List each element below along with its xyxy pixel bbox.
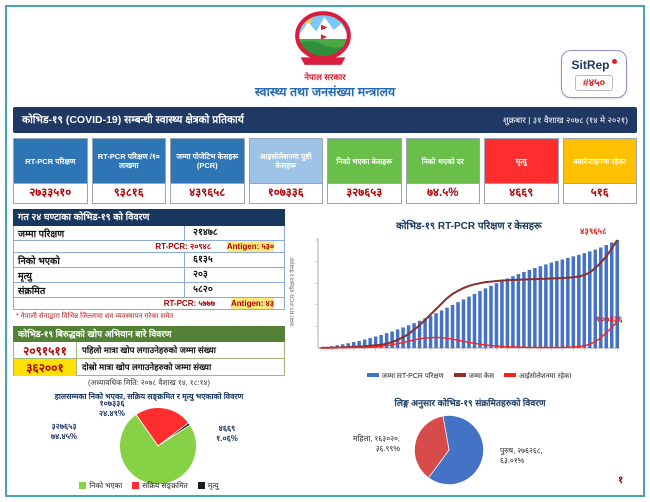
row-deaths: मृत्यु २०३ (13, 268, 285, 283)
darkred-line-swatch-icon (453, 373, 466, 377)
second-dose-value: ३६२००१ (14, 358, 76, 376)
legend-item-recovered: निको भएका (79, 481, 122, 491)
row-label: संक्रमित (18, 285, 46, 297)
row-value: २०३ (184, 268, 284, 282)
ministry-name: स्वास्थ्य तथा जनसंख्या मन्त्रालय (0, 83, 650, 100)
second-dose-label: दोस्रो मात्रा खोप लगाउनेहरुको जम्मा संख्… (76, 359, 284, 375)
stat-card-recovery-rate: निको भएको दर ७४.५% (405, 138, 480, 204)
row-value: ६१३५ (184, 253, 284, 267)
blue-line-swatch-icon (366, 373, 379, 377)
tests-rtpcr: RT-PCR: २०९४८ (155, 242, 211, 251)
row-value: ५८२० (184, 283, 284, 297)
stat-card-value: ४३९६५८ (171, 183, 244, 203)
sitrep-number: #४५० (574, 74, 614, 91)
outcome-pie (118, 406, 198, 486)
outcome-callout-recovered: ३२७६५३ ७४.४५% (51, 422, 77, 441)
stat-card-recovered: निको भएका केसहरू ३२७६५३ (327, 138, 402, 204)
outcome-legend: निको भएका सक्रिय सङ्क्रमित मृत्यु (13, 481, 285, 491)
report-title-bar: कोभिड-१९ (COVID-19) सम्बन्धी स्वास्थ्य क… (13, 107, 637, 133)
gender-pie-title: लिङ्ग अनुसार कोभिड-१९ संक्रमितहरुको विवर… (394, 398, 546, 408)
stat-card-total-positive: जम्मा पोजेटिभ केसहरू (PCR) ४३९६५८ (170, 138, 245, 204)
row-recovered: निको भएको ६१३५ (13, 253, 285, 268)
red-swatch-icon (132, 482, 140, 489)
stat-card-label: जम्मा पोजेटिभ केसहरू (PCR) (171, 139, 244, 183)
row-label: जम्मा परिक्षण (18, 228, 65, 240)
stat-card-value: ४६६९ (485, 183, 558, 203)
tests-antigen: Antigen: ५३० (226, 241, 274, 252)
gender-label-female: महिला, १६३०२०, ३६.९९% (352, 434, 400, 453)
stat-card-tests-per-million: RT-PCR परिक्षण /१० लाखमा ९३८१६ (91, 138, 166, 204)
legend-item-tests: जम्मा RT-PCR परिक्षण (366, 372, 444, 381)
sitrep-label: SitRep (571, 58, 617, 72)
row-infected: संक्रमित ५८२० (13, 283, 285, 298)
row-value: २१४७८ (184, 226, 284, 240)
tests-cases-chart (302, 232, 638, 364)
daily-summary-panel: गत २४ घण्टाका कोभिड-१९ को विवरण जम्मा पर… (13, 209, 285, 388)
daily-summary-title: गत २४ घण्टाका कोभिड-१९ को विवरण (13, 209, 285, 226)
report-title: कोभिड-१९ (COVID-19) सम्बन्धी स्वास्थ्य क… (22, 114, 244, 126)
row-total-tests: जम्मा परिक्षण २१४७८ (13, 226, 285, 241)
ministry-name-text: स्वास्थ्य तथा जनसंख्या मन्त्रालय (254, 85, 396, 99)
stat-card-label: RT-PCR परिक्षण (14, 139, 87, 183)
vaccination-title: कोभिड-१९ बिरुद्धको खोप अभियान बारे विवरण (13, 326, 285, 342)
stat-card-label: निको भएका केसहरू (328, 139, 401, 183)
stat-card-quarantine: क्वारेन्टाइनमा रहेका ५१६ (562, 138, 637, 204)
legend-item-cases: जम्मा केस (453, 372, 494, 381)
stat-card-value: ५१६ (563, 183, 636, 203)
stat-card-isolation: आइसोलेशनमा पुष्टी केसहरू १०७३३६ (248, 138, 323, 204)
stat-cards-row: RT-PCR परिक्षण २७३३५१० RT-PCR परिक्षण /१… (13, 138, 637, 204)
outcome-callout-active: १०७३३६ २४.४९% (99, 399, 125, 418)
gender-pie (413, 414, 485, 486)
outcome-callout-deaths: ४६६९ १.०६% (216, 424, 238, 443)
vaccination-updated: (अध्यावधिक मिति: २०७८ वैशाख १४, १८:१४) (88, 378, 210, 387)
daily-footnote: * नेपाली सेनाद्वारा विभिन्न जिल्लामा शव … (16, 313, 174, 320)
stat-card-rtpcr-tests: RT-PCR परिक्षण २७३३५१० (13, 138, 88, 204)
sitrep-dot-icon (611, 58, 617, 64)
infected-antigen: Antigen: ४३ (231, 298, 274, 309)
tests-cases-chart-title: कोभिड-१९ RT-PCR परिक्षण र केसहरू (396, 221, 542, 232)
black-swatch-icon (197, 482, 205, 489)
second-dose-row: ३६२००१ दोस्रो मात्रा खोप लगाउनेहरुको जम्… (13, 358, 285, 376)
red-line-swatch-icon (503, 373, 516, 377)
row-label: मृत्यु (18, 270, 32, 282)
first-dose-row: २०९१५११ पहिलो मात्रा खोप लगाउनेहरुको जम्… (13, 342, 285, 359)
gender-label-male: पुरुष, २७६२६८, ६३.०१% (500, 446, 543, 465)
stat-card-label: आइसोलेशनमा पुष्टी केसहरू (249, 139, 322, 183)
sitrep-badge: SitRep #४५० (561, 50, 627, 98)
annotation-total-cases: ४३९६५८ (580, 226, 607, 236)
stat-card-label: निको भएको दर (406, 139, 479, 183)
row-tests-breakdown: RT-PCR: २०९४८ Antigen: ५३० (13, 241, 285, 253)
stat-card-value: ९३८१६ (92, 183, 165, 203)
stat-card-label: क्वारेन्टाइनमा रहेका (563, 139, 636, 183)
infected-rtpcr: RT-PCR: ५७७७ (163, 299, 216, 308)
green-swatch-icon (79, 482, 87, 489)
first-dose-label: पहिलो मात्रा खोप लगाउनेहरुको जम्मा संख्य… (76, 342, 284, 358)
chart-y-axis-label: जम्मा RT-PCR परिक्षण र केसहरू (290, 257, 296, 327)
stat-card-value: ७४.५% (406, 183, 479, 203)
government-name: नेपाल सरकार (304, 72, 346, 82)
tests-cases-chart-legend: जम्मा RT-PCR परिक्षण जम्मा केस आईसोलेशनम… (300, 372, 638, 381)
stat-card-deaths: मृत्यु ४६६९ (484, 138, 559, 204)
report-date: शुक्रबार | ३१ वैशाख २०७८ (१४ मे २०२१) (502, 114, 628, 125)
page-number: १ (618, 475, 624, 486)
stat-card-label: मृत्यु (485, 139, 558, 183)
row-label: निको भएको (18, 255, 60, 267)
stat-card-value: ३२७६५३ (328, 183, 401, 203)
nepal-emblem (289, 8, 357, 70)
legend-item-deaths: मृत्यु (197, 481, 219, 491)
legend-item-active: सक्रिय सङ्क्रमित (132, 481, 188, 491)
legend-item-isolation: आईसोलेशनमा रहेका (503, 372, 571, 381)
stat-card-value: १०७३३६ (249, 183, 322, 203)
stat-card-label: RT-PCR परिक्षण /१० लाखमा (92, 139, 165, 183)
outcome-pie-title: हालसम्मका निको भएका, सक्रिय सङ्क्रमित र … (54, 392, 244, 401)
annotation-active-cases: १०७३३६ (596, 314, 623, 324)
row-infected-breakdown: RT-PCR: ५७७७ Antigen: ४३ (13, 298, 285, 310)
first-dose-value: २०९१५११ (23, 343, 67, 358)
stat-card-value: २७३३५१० (14, 183, 87, 203)
